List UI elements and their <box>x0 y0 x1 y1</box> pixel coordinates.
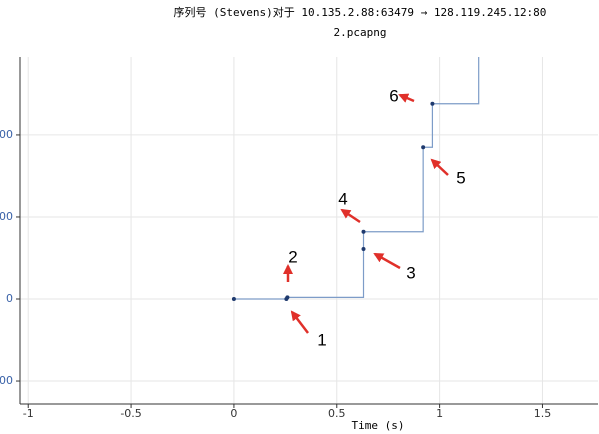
point <box>421 145 426 150</box>
point <box>361 246 366 251</box>
y-tick-label: 00 <box>0 210 13 223</box>
arrow <box>398 93 415 103</box>
annotation: 3 <box>406 263 415 282</box>
point <box>430 101 435 106</box>
chart-subtitle: 2.pcapng <box>334 26 387 39</box>
x-tick-label: 1 <box>436 407 443 420</box>
point <box>361 229 366 234</box>
annotation: 6 <box>389 86 398 105</box>
x-tick-label: 0 <box>230 407 237 420</box>
x-tick-label: -1 <box>23 407 34 420</box>
y-tick-label: 00 <box>0 374 13 387</box>
x-tick-label: -0.5 <box>120 407 141 420</box>
arrow <box>290 310 309 334</box>
arrow <box>340 208 361 224</box>
chart-title: 序列号 (Stevens)对于 10.135.2.88:63479 → 128.… <box>174 5 547 19</box>
annotation: 1 <box>317 330 326 349</box>
point <box>231 296 236 301</box>
annotation: 4 <box>338 189 347 208</box>
step-line <box>233 57 480 300</box>
arrow <box>373 252 401 270</box>
x-tick-label: 0.5 <box>328 407 346 420</box>
y-tick-label: 00 <box>0 128 13 141</box>
annotation: 2 <box>288 247 297 266</box>
x-axis-label: Time (s) <box>352 419 405 432</box>
point <box>285 295 290 300</box>
arrow <box>430 158 449 176</box>
annotation: 5 <box>456 168 465 187</box>
y-tick-label: 0 <box>6 292 13 305</box>
x-tick-label: 1.5 <box>534 407 552 420</box>
